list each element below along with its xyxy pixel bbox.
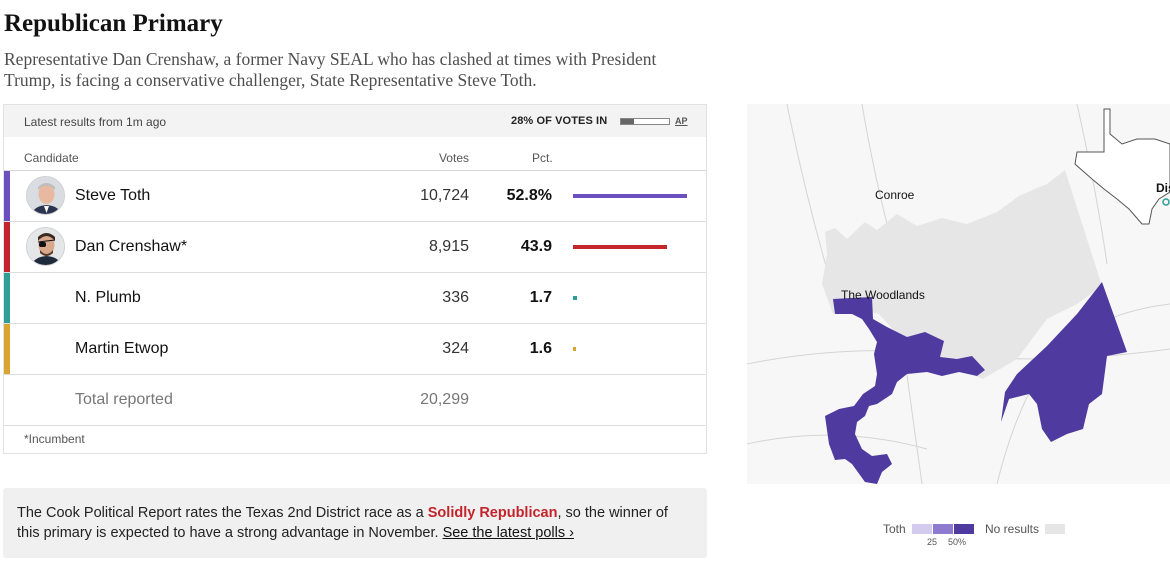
avatar [26, 176, 65, 215]
legend-no-results-swatch [1045, 524, 1065, 534]
votes-in-progress-bar [620, 118, 670, 125]
column-header-pct: Pct. [532, 151, 553, 165]
map-label-woodlands: The Woodlands [841, 288, 925, 302]
candidate-photo-icon [27, 177, 64, 214]
column-header-candidate: Candidate [24, 151, 79, 165]
incumbent-footnote: *Incumbent [24, 432, 85, 446]
total-votes: 20,299 [420, 391, 469, 408]
candidate-votes: 10,724 [420, 187, 469, 204]
ap-source-link[interactable]: AP [675, 116, 688, 126]
district-location-marker [1162, 198, 1170, 206]
candidate-pct: 43.9 [520, 238, 552, 255]
rating-label: Solidly Republican [427, 505, 558, 521]
candidate-votes: 324 [442, 340, 469, 357]
legend-shade-light [912, 524, 932, 534]
latest-results-timestamp: Latest results from 1m ago [24, 115, 167, 129]
candidate-pct: 1.7 [529, 289, 552, 306]
candidate-color-swatch [4, 324, 10, 374]
candidate-color-swatch [4, 171, 10, 221]
total-label: Total reported [75, 391, 173, 408]
map-label-conroe: Conroe [875, 188, 915, 202]
cook-rating-note: The Cook Political Report rates the Texa… [3, 488, 707, 558]
candidate-votes: 336 [442, 289, 469, 306]
legend-no-results-label: No results [985, 522, 1040, 536]
map-label-district: Dis [1156, 181, 1170, 195]
candidate-votes: 8,915 [428, 238, 469, 255]
legend-shade-mid [933, 524, 953, 534]
legend-tick-50: 50% [948, 537, 967, 547]
table-row: N. Plumb 336 1.7 [4, 273, 706, 324]
results-table: Latest results from 1m ago 28% OF VOTES … [3, 104, 707, 454]
candidate-pct-bar [573, 347, 576, 351]
texas-locator-icon [1074, 108, 1170, 225]
district-map[interactable]: Conroe The Woodlands Dis [747, 104, 1170, 484]
candidate-name: N. Plumb [75, 289, 141, 306]
candidate-name: Martin Etwop [75, 340, 169, 357]
legend-tick-25: 25 [927, 537, 938, 547]
candidate-pct: 52.8% [506, 187, 552, 204]
map-legend: Toth 25 50% No results [883, 520, 1083, 550]
legend-shade-dark [954, 524, 974, 534]
toth-leading-area-east [1001, 282, 1127, 442]
avatar [26, 227, 65, 266]
latest-polls-link[interactable]: See the latest polls › [442, 525, 574, 541]
candidate-name: Steve Toth [75, 187, 151, 204]
candidate-pct: 1.6 [529, 340, 552, 357]
table-header-row: Candidate Votes Pct. [4, 137, 706, 171]
candidate-pct-bar [573, 245, 667, 249]
note-text-after: , so the winner of this primary is expec… [17, 505, 668, 541]
table-row: Dan Crenshaw* 8,915 43.9 [4, 222, 706, 273]
results-meta-bar: Latest results from 1m ago 28% OF VOTES … [4, 105, 706, 137]
page-title: Republican Primary [4, 10, 223, 37]
column-header-votes: Votes [438, 151, 469, 165]
candidate-color-swatch [4, 273, 10, 323]
candidate-name: Dan Crenshaw* [75, 238, 188, 255]
district-map-svg [747, 104, 1170, 484]
votes-in-progress-fill [621, 119, 635, 124]
votes-in-label: 28% OF VOTES IN [511, 115, 608, 127]
candidate-photo-icon [27, 228, 64, 265]
note-text-before: The Cook Political Report rates the Texa… [17, 505, 428, 521]
article-dek: Representative Dan Crenshaw, a former Na… [4, 49, 657, 90]
legend-candidate-label: Toth [883, 522, 906, 536]
table-row: Martin Etwop 324 1.6 [4, 324, 706, 375]
no-results-area [822, 170, 1102, 379]
candidate-pct-bar [573, 194, 687, 198]
candidate-pct-bar [573, 296, 577, 300]
candidate-color-swatch [4, 222, 10, 272]
table-row: Steve Toth 10,724 52.8% [4, 171, 706, 222]
total-reported-row: Total reported 20,299 [4, 375, 706, 426]
